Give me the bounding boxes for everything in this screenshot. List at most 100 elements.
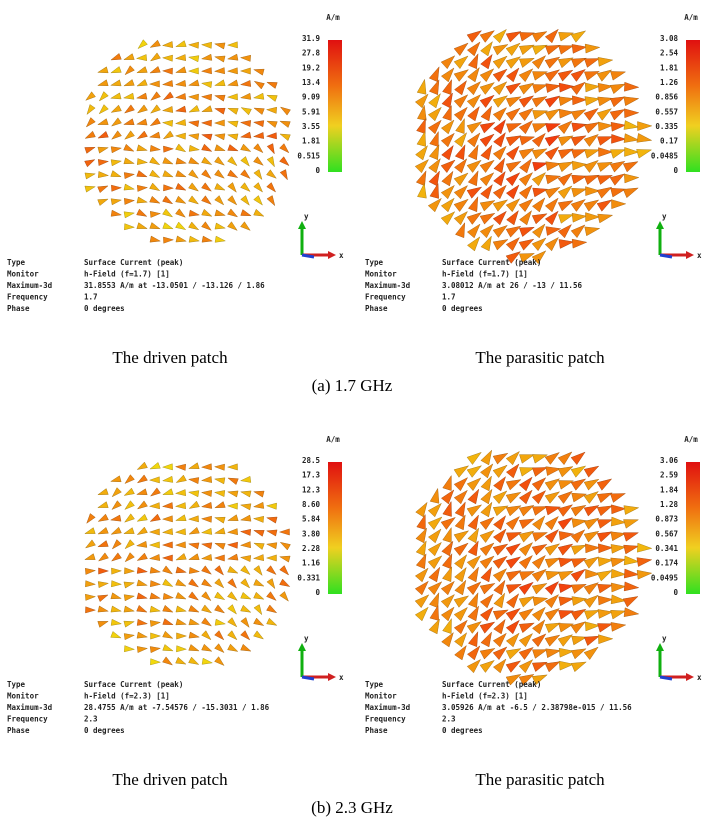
field-arrow: [505, 660, 522, 673]
field-arrow: [519, 253, 535, 263]
field-arrow: [239, 80, 252, 87]
field-arrow: [544, 661, 561, 673]
field-arrow: [518, 633, 534, 648]
field-arrow: [532, 661, 548, 672]
field-arrow: [479, 516, 495, 530]
field-arrow: [97, 488, 109, 495]
field-arrow: [175, 656, 187, 665]
field-arrow: [623, 519, 640, 529]
field-arrow: [110, 526, 122, 535]
info-key: Monitor: [365, 692, 397, 701]
field-arrow: [611, 199, 627, 209]
field-arrow: [544, 478, 561, 491]
field-arrow: [544, 543, 561, 556]
field-arrow: [124, 130, 135, 140]
field-arrow: [505, 570, 522, 582]
field-arrow: [570, 30, 587, 43]
info-value: 0 degrees: [442, 304, 483, 313]
field-arrow: [214, 643, 225, 654]
legend-label: 12.3: [302, 485, 321, 494]
field-arrow: [623, 96, 640, 107]
field-arrow: [84, 172, 96, 180]
field-arrow: [585, 212, 601, 222]
field-arrow: [505, 632, 520, 648]
field-arrow: [519, 58, 535, 68]
field-arrow: [493, 157, 506, 174]
field-arrow: [532, 619, 546, 635]
color-bar: [328, 462, 342, 594]
field-arrow: [453, 595, 470, 608]
field-arrow: [266, 516, 278, 524]
field-arrow: [558, 610, 575, 620]
field-arrow: [174, 489, 186, 497]
field-arrow: [240, 617, 250, 628]
field-arrow: [532, 223, 546, 239]
field-arrow: [84, 130, 96, 139]
info-key: Monitor: [7, 692, 39, 701]
field-arrow: [240, 643, 252, 652]
info-value: 2.3: [442, 715, 456, 724]
field-arrow: [583, 530, 600, 543]
info-value: Surface Current (peak): [84, 680, 183, 689]
field-arrow: [531, 568, 547, 582]
field-arrow: [531, 44, 548, 55]
field-arrow: [585, 543, 601, 554]
field-arrow: [149, 646, 162, 654]
field-arrow: [623, 568, 640, 579]
field-arrow: [571, 174, 588, 185]
field-arrow: [531, 213, 548, 225]
field-arrow: [253, 591, 265, 600]
field-arrow: [532, 71, 549, 81]
field-arrow: [253, 107, 265, 115]
field-arrow: [253, 542, 265, 550]
field-arrow: [505, 505, 522, 517]
field-arrow: [240, 182, 251, 192]
field-arrow: [239, 120, 252, 127]
legend-label: 0.557: [655, 107, 678, 116]
axis-x-head: [686, 673, 694, 681]
field-arrow: [149, 156, 161, 166]
field-arrow: [239, 529, 251, 536]
field-arrow: [240, 143, 252, 152]
field-arrow: [596, 505, 613, 517]
field-arrow: [453, 542, 469, 556]
field-arrow: [453, 69, 469, 82]
field-arrow: [200, 93, 212, 101]
field-arrow: [201, 657, 213, 665]
field-arrow: [440, 517, 456, 530]
field-arrow: [110, 592, 122, 600]
field-arrow: [201, 542, 213, 550]
field-arrow: [492, 505, 509, 517]
field-arrow: [123, 487, 135, 496]
field-arrow: [505, 648, 522, 660]
field-arrow: [279, 541, 291, 551]
field-arrow: [466, 212, 482, 225]
info-key: Phase: [365, 726, 388, 735]
field-arrow: [414, 606, 429, 622]
field-arrow: [175, 157, 187, 165]
legend-label: 1.84: [660, 485, 679, 494]
field-arrow: [85, 593, 97, 601]
axis-label: y: [304, 212, 309, 221]
field-arrow: [163, 184, 175, 192]
color-bar: [328, 40, 342, 172]
info-key: Phase: [365, 304, 388, 313]
field-arrow: [531, 148, 548, 160]
field-arrow: [162, 656, 173, 666]
field-arrow: [266, 81, 278, 89]
field-arrow: [85, 606, 97, 614]
field-arrow: [453, 211, 468, 226]
field-arrow: [468, 196, 479, 213]
field-arrow: [453, 106, 468, 122]
field-arrow: [518, 596, 535, 608]
field-arrow: [163, 236, 175, 244]
field-arrow: [227, 144, 239, 152]
field-arrow: [279, 565, 290, 576]
field-arrow: [518, 476, 533, 492]
legend-unit: A/m: [684, 435, 698, 444]
field-arrow: [597, 57, 614, 67]
field-arrow: [201, 578, 213, 587]
legend-label: 0: [673, 166, 678, 175]
field-arrow: [110, 631, 122, 639]
group-caption: (b) 2.3 GHz: [311, 798, 393, 817]
